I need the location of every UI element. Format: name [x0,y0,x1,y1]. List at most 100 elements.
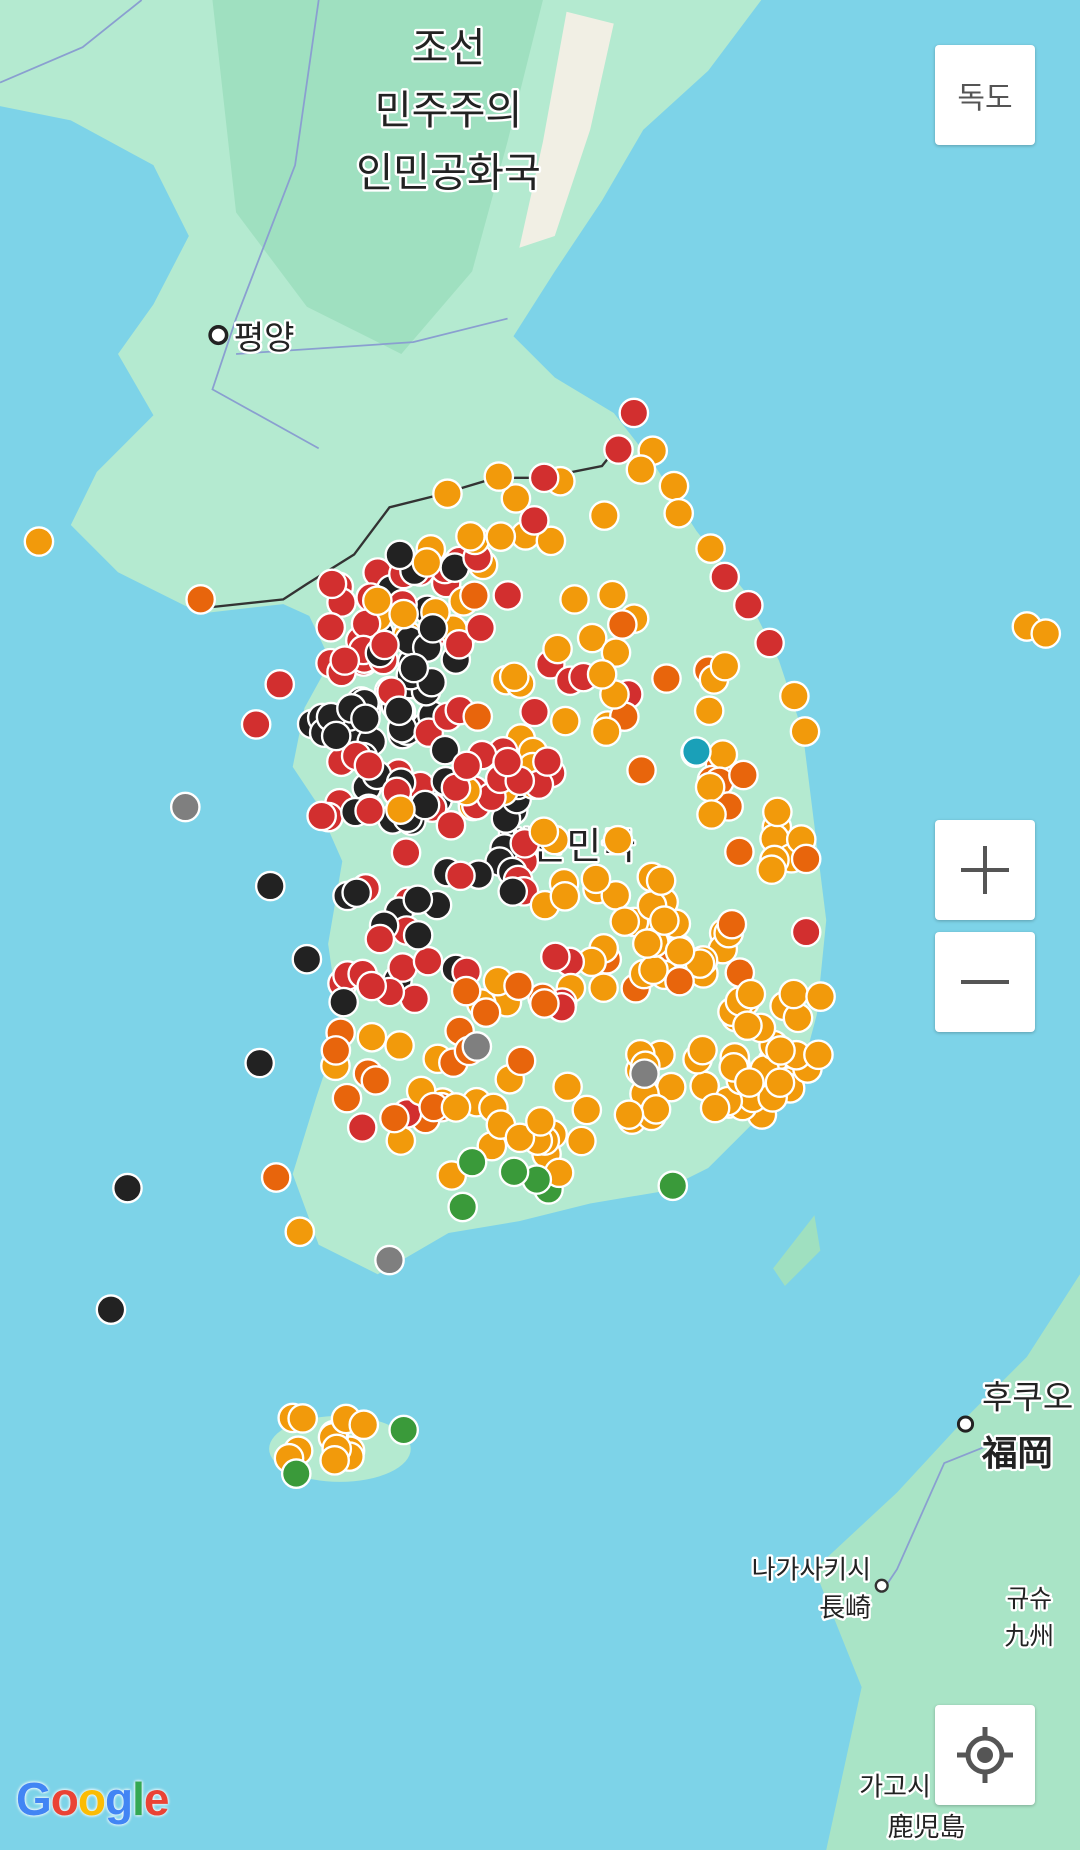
station-marker[interactable] [602,824,634,856]
station-marker[interactable] [451,750,483,782]
station-marker[interactable] [341,877,373,909]
station-marker[interactable] [638,954,669,986]
station-marker[interactable] [384,539,416,571]
station-marker[interactable] [651,663,682,694]
station-marker[interactable] [618,397,650,429]
station-marker[interactable] [528,462,560,494]
station-marker[interactable] [320,1035,352,1066]
station-marker[interactable] [503,970,534,1002]
station-marker[interactable] [492,580,524,611]
station-marker[interactable] [23,526,55,557]
station-marker[interactable] [724,836,755,868]
station-marker[interactable] [379,1102,410,1134]
station-marker[interactable] [364,923,396,955]
station-marker[interactable] [411,547,443,578]
station-marker[interactable] [709,650,741,682]
station-marker[interactable] [664,936,696,967]
station-marker[interactable] [306,800,337,832]
station-marker[interactable] [447,1191,479,1223]
station-marker[interactable] [790,843,822,875]
label-pyongyang[interactable]: 평양 [231,316,297,360]
station-marker[interactable] [609,906,641,937]
station-marker[interactable] [693,695,725,727]
station-marker[interactable] [789,716,821,747]
station-marker[interactable] [663,497,695,529]
station-marker[interactable] [483,461,515,492]
station-marker[interactable] [432,478,463,510]
station-marker[interactable] [356,1021,388,1053]
station-marker[interactable] [576,622,608,654]
station-marker[interactable] [709,561,741,593]
station-marker[interactable] [588,500,620,531]
label-kyushu-ko[interactable]: 규슈 [1004,1582,1054,1616]
station-marker[interactable] [353,750,385,781]
station-marker[interactable] [734,1067,765,1098]
station-marker[interactable] [385,794,416,825]
station-marker[interactable] [498,661,530,693]
label-fukuoka-ja[interactable]: 福岡 [979,1431,1056,1477]
station-marker[interactable] [462,701,494,732]
station-marker[interactable] [280,1458,312,1489]
station-marker[interactable] [728,759,759,791]
station-marker[interactable] [497,876,529,907]
station-marker[interactable] [586,659,618,690]
station-marker[interactable] [445,860,476,892]
station-marker[interactable] [631,928,663,959]
station-marker[interactable] [597,579,628,611]
station-marker[interactable] [529,988,560,1019]
station-marker[interactable] [417,612,449,644]
station-marker[interactable] [566,1125,597,1157]
station-marker[interactable] [735,978,767,1010]
station-marker[interactable] [681,736,712,767]
station-marker[interactable] [287,1403,319,1434]
station-marker[interactable] [240,709,272,740]
dokdo-button[interactable]: 독도 [935,45,1035,145]
station-marker[interactable] [319,1445,350,1476]
station-marker[interactable] [356,970,388,1002]
station-marker[interactable] [409,789,441,821]
station-marker[interactable] [535,525,567,557]
station-marker[interactable] [764,1067,796,1099]
station-marker[interactable] [626,754,657,786]
station-marker[interactable] [762,796,793,828]
station-marker[interactable] [603,434,634,465]
google-logo[interactable]: Google [16,1773,169,1825]
station-marker[interactable] [264,668,296,700]
station-marker[interactable] [756,854,787,886]
station-marker[interactable] [461,1031,493,1062]
station-marker[interactable] [606,609,638,640]
station-marker[interactable] [456,1146,488,1178]
station-marker[interactable] [1030,618,1062,649]
label-nagasaki-ja[interactable]: 長崎 [817,1591,874,1626]
station-marker[interactable] [112,1172,143,1204]
station-marker[interactable] [532,746,563,777]
station-marker[interactable] [645,865,677,896]
station-marker[interactable] [398,652,430,684]
station-marker[interactable] [664,965,695,997]
station-marker[interactable] [695,533,726,564]
label-kyushu-ja[interactable]: 九州 [1002,1619,1056,1653]
station-marker[interactable] [260,1162,292,1193]
station-marker[interactable] [657,1170,689,1202]
label-kagoshima-ko[interactable]: 가고시 [857,1770,933,1805]
station-marker[interactable] [498,1156,530,1188]
station-marker[interactable] [390,837,422,868]
station-marker[interactable] [687,1034,718,1066]
station-marker[interactable] [699,1092,731,1124]
station-marker[interactable] [588,972,619,1004]
station-marker[interactable] [329,645,361,676]
station-marker[interactable] [244,1047,276,1079]
station-marker[interactable] [384,1030,415,1061]
station-marker[interactable] [779,680,810,712]
station-marker[interactable] [169,791,201,823]
station-marker[interactable] [435,809,467,841]
station-marker[interactable] [315,611,347,643]
label-nagasaki-ko[interactable]: 나가사키시 [749,1553,873,1588]
station-marker[interactable] [492,746,523,778]
station-marker[interactable] [805,981,836,1012]
station-marker[interactable] [331,1082,363,1114]
station-marker[interactable] [790,916,822,948]
station-marker[interactable] [658,470,690,502]
station-marker[interactable] [525,1106,556,1137]
station-marker[interactable] [95,1294,127,1325]
